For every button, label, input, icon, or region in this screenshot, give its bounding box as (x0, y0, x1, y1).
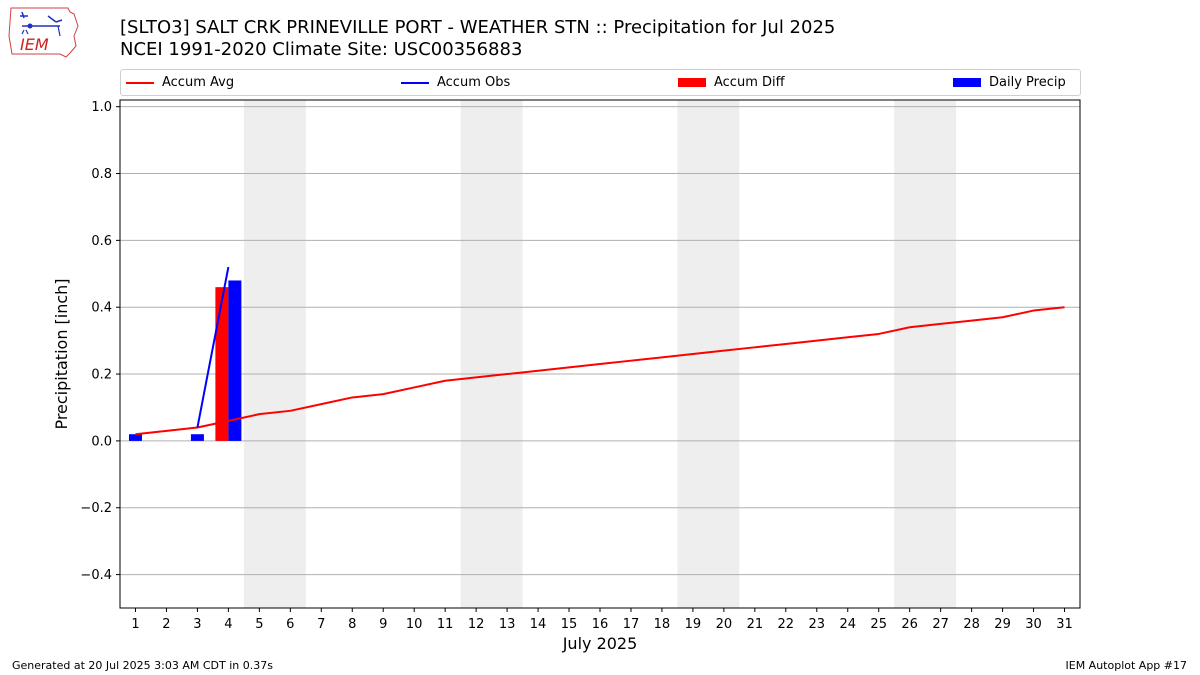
legend-label-accum-diff: Accum Diff (714, 75, 785, 90)
legend-swatch-accum-diff (678, 78, 706, 87)
x-tick-label: 16 (592, 617, 609, 632)
x-tick-label: 7 (317, 617, 325, 632)
grid-lines (120, 106, 1080, 576)
x-tick-label: 1 (131, 617, 139, 632)
bar-accum-diff (215, 287, 229, 441)
y-axis-label: Precipitation [inch] (52, 278, 71, 429)
iem-logo: IEM (8, 6, 80, 58)
y-tick-label: −0.2 (80, 501, 112, 516)
x-tick-label: 18 (654, 617, 671, 632)
legend-item-accum-obs: Accum Obs (401, 70, 510, 95)
bar-daily-precip (128, 434, 142, 441)
x-tick-label: 24 (839, 617, 856, 632)
x-tick-label: 20 (716, 617, 733, 632)
line-accum-obs (196, 266, 230, 428)
legend-item-daily-precip: Daily Precip (953, 70, 1066, 95)
legend-swatch-accum-avg (126, 81, 154, 84)
legend: Accum Avg Accum Obs Accum Diff Daily Pre… (120, 69, 1081, 96)
x-tick-label: 27 (932, 617, 949, 632)
legend-item-accum-avg: Accum Avg (126, 70, 234, 95)
legend-label-accum-avg: Accum Avg (162, 75, 235, 90)
weekend-band (243, 100, 306, 608)
x-tick-label: 30 (1025, 617, 1042, 632)
y-tick-label: 1.0 (91, 100, 112, 115)
x-tick-label: 4 (224, 617, 232, 632)
y-tick-label: 0.4 (91, 301, 112, 316)
app-credit: IEM Autoplot App #17 (1065, 659, 1188, 672)
y-tick-label: 0.8 (91, 167, 112, 182)
x-tick-label: 3 (193, 617, 201, 632)
legend-swatch-accum-obs (401, 81, 429, 84)
x-tick-label: 21 (747, 617, 764, 632)
generated-timestamp: Generated at 20 Jul 2025 3:03 AM CDT in … (12, 659, 273, 672)
x-tick-label: 28 (963, 617, 980, 632)
x-tick-label: 12 (468, 617, 485, 632)
y-tick-label: −0.4 (80, 568, 112, 583)
y-axis-ticks: −0.4 −0.2 0.0 0.2 0.4 0.6 0.8 1.0 (80, 100, 120, 583)
x-tick-label: 9 (379, 617, 387, 632)
x-tick-label: 6 (286, 617, 294, 632)
x-tick-label: 2 (162, 617, 170, 632)
lines (135, 266, 1065, 436)
x-tick-label: 10 (406, 617, 423, 632)
chart-subtitle: NCEI 1991-2020 Climate Site: USC00356883 (120, 39, 523, 60)
x-axis-ticks: 1 2 3 4 5 6 7 8 9 10 11 12 13 14 15 16 17 18 19 20 21 22 23 24 2… (131, 608, 1073, 632)
bar-daily-precip (228, 280, 242, 441)
legend-label-accum-obs: Accum Obs (437, 75, 511, 90)
x-tick-label: 31 (1056, 617, 1073, 632)
x-tick-label: 5 (255, 617, 263, 632)
legend-item-accum-diff: Accum Diff (678, 70, 785, 95)
bars (128, 280, 242, 441)
x-tick-label: 26 (901, 617, 918, 632)
x-tick-label: 25 (870, 617, 887, 632)
x-tick-label: 13 (499, 617, 516, 632)
y-tick-label: 0.0 (91, 434, 112, 449)
y-tick-label: 0.2 (91, 368, 112, 383)
chart-title: [SLTO3] SALT CRK PRINEVILLE PORT - WEATH… (120, 17, 836, 38)
x-tick-label: 14 (530, 617, 547, 632)
y-tick-label: 0.6 (91, 234, 112, 249)
iem-logo-graphic: IEM (8, 7, 79, 58)
bar-daily-precip (190, 434, 204, 441)
x-axis-label: July 2025 (562, 634, 638, 653)
logo-text: IEM (20, 35, 49, 54)
legend-swatch-daily-precip (953, 78, 981, 87)
x-tick-label: 23 (809, 617, 826, 632)
line-accum-avg (135, 306, 1065, 436)
x-tick-label: 22 (778, 617, 795, 632)
x-tick-label: 17 (623, 617, 640, 632)
legend-label-daily-precip: Daily Precip (989, 75, 1066, 90)
x-tick-label: 11 (437, 617, 454, 632)
x-tick-label: 15 (561, 617, 578, 632)
weekend-band (460, 100, 523, 608)
weekend-shading (243, 100, 957, 608)
weekend-band (894, 100, 957, 608)
x-tick-label: 29 (994, 617, 1011, 632)
x-tick-label: 19 (685, 617, 702, 632)
x-tick-label: 8 (348, 617, 356, 632)
